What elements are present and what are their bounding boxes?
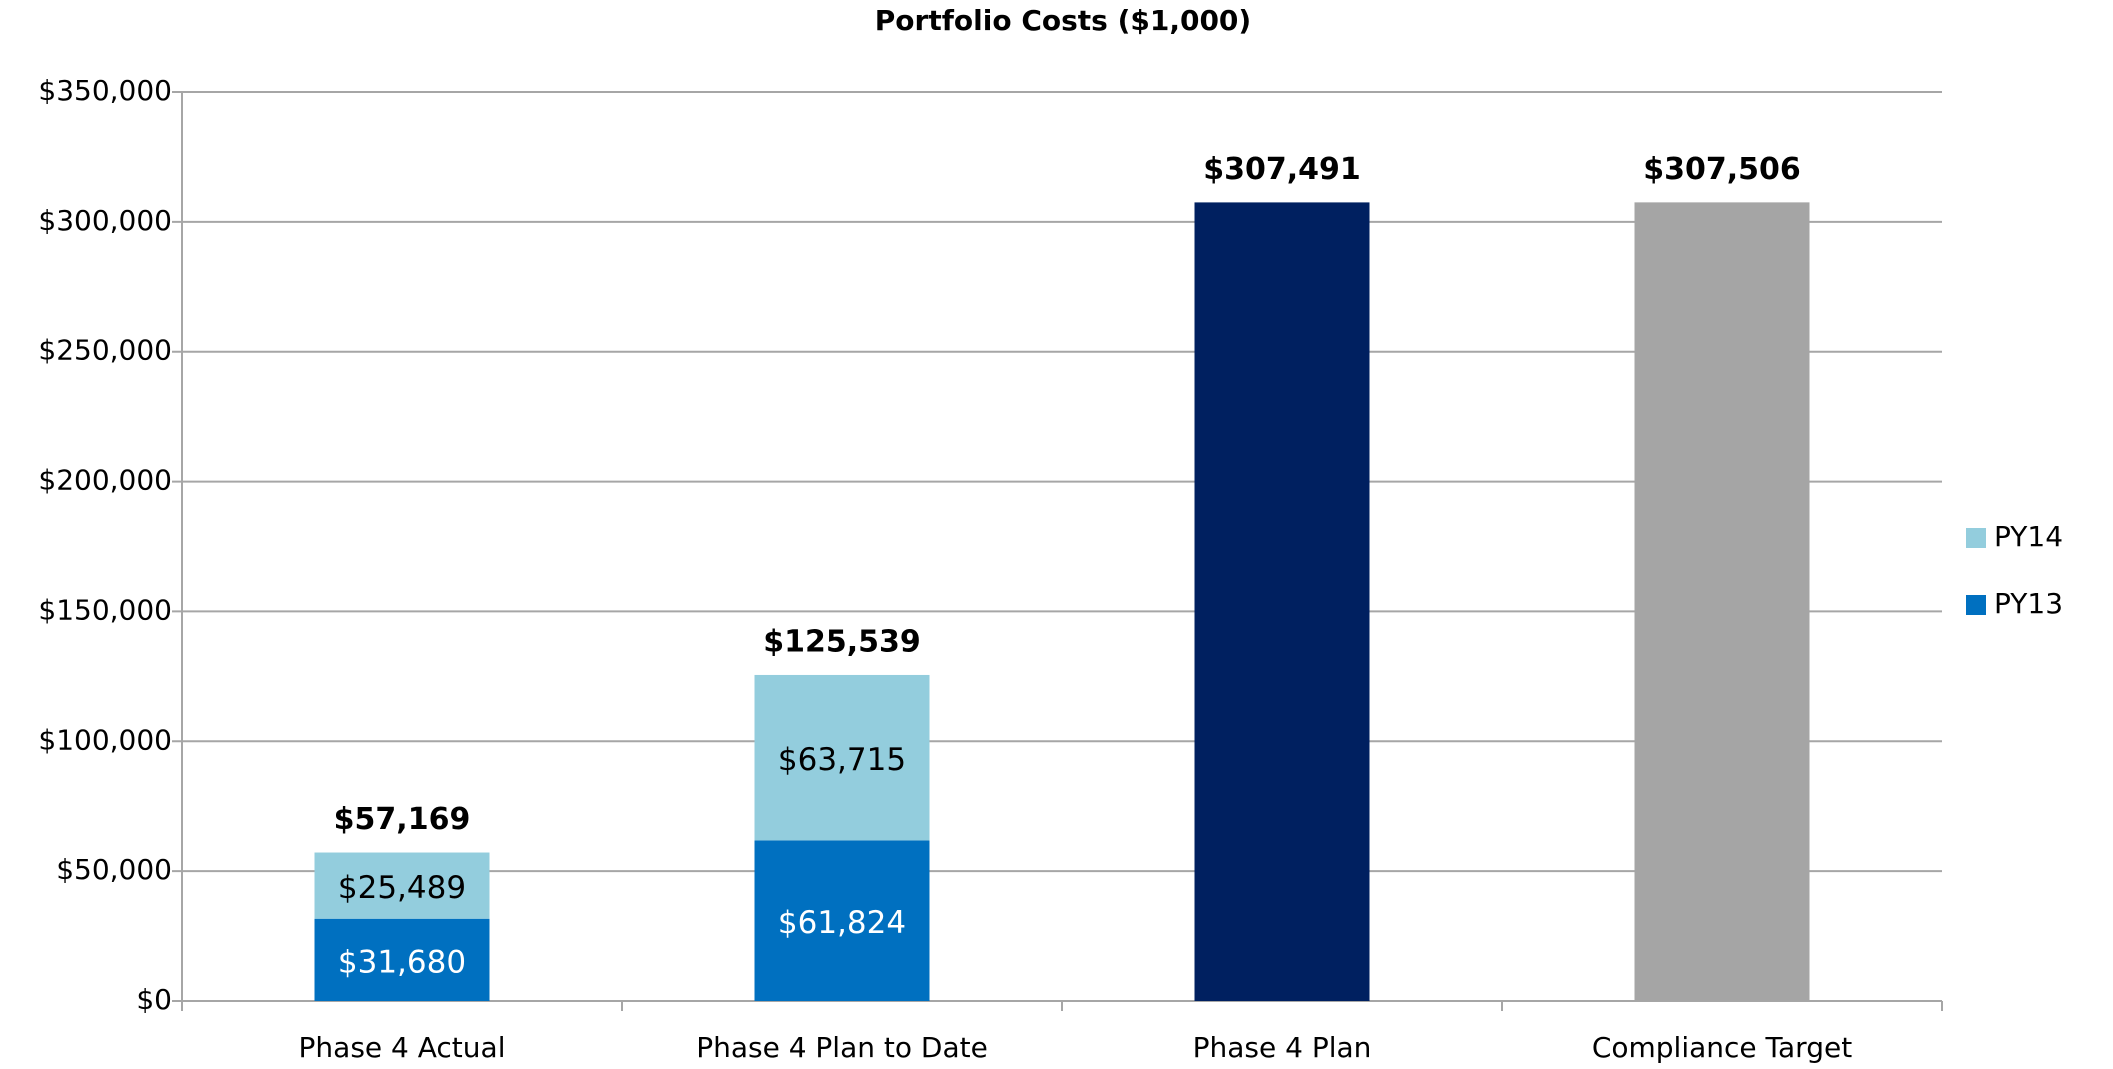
total-label: $307,506 <box>1643 152 1801 187</box>
y-tick-label: $50,000 <box>56 853 172 886</box>
total-label: $57,169 <box>334 802 471 837</box>
data-label: $25,489 <box>338 870 466 906</box>
total-label: $125,539 <box>763 624 921 659</box>
x-tick-label: Phase 4 Plan to Date <box>696 1031 988 1064</box>
bar-segment <box>314 918 490 1001</box>
x-tick-label: Compliance Target <box>1592 1031 1852 1064</box>
x-tick-label: Phase 4 Plan <box>1193 1031 1372 1064</box>
legend-swatch <box>1966 595 1986 615</box>
bar-segment <box>754 840 930 1001</box>
y-tick-label: $150,000 <box>38 593 172 626</box>
x-tick-label: Phase 4 Actual <box>299 1031 506 1064</box>
bar <box>1634 202 1810 1002</box>
legend-label: PY14 <box>1994 520 2063 553</box>
bar-segment <box>314 852 490 919</box>
chart-title: Portfolio Costs ($1,000) <box>875 4 1251 37</box>
y-tick-label: $250,000 <box>38 334 172 367</box>
legend-swatch <box>1966 528 1986 548</box>
y-tick-label: $350,000 <box>38 74 172 107</box>
bar <box>1194 202 1370 1001</box>
legend-label: PY13 <box>1994 587 2063 620</box>
data-label: $61,824 <box>778 905 906 941</box>
y-tick-label: $200,000 <box>38 464 172 497</box>
y-tick-label: $0 <box>136 983 172 1016</box>
y-tick-label: $300,000 <box>38 204 172 237</box>
y-tick-label: $100,000 <box>38 723 172 756</box>
data-label: $31,680 <box>338 944 466 980</box>
data-label: $63,715 <box>778 742 906 778</box>
total-label: $307,491 <box>1203 152 1361 187</box>
bar-segment <box>754 674 930 841</box>
